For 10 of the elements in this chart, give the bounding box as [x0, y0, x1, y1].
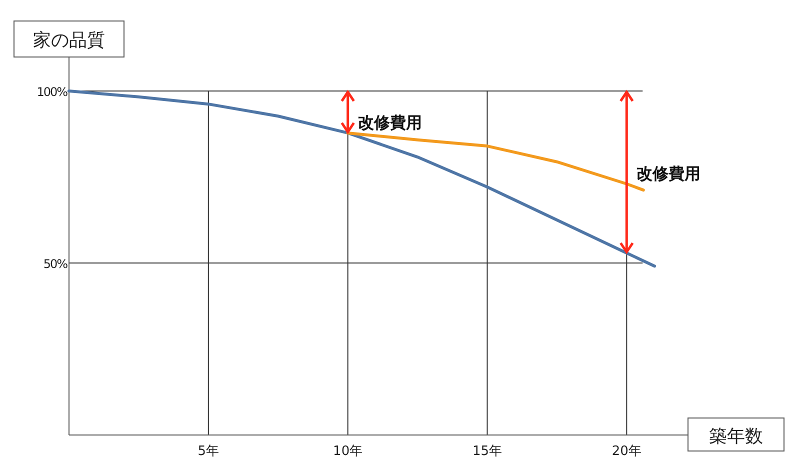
y-tick-label: 50%	[43, 257, 68, 271]
y-axis-title: 家の品質	[33, 30, 105, 51]
x-axis-title: 築年数	[709, 426, 763, 447]
annotation: 改修費用	[358, 112, 422, 132]
x-tick-label: 10年	[333, 444, 363, 459]
annotation: 改修費用	[636, 164, 701, 183]
x-tick-label: 15年	[472, 444, 502, 459]
x-tick-label: 20年	[612, 444, 642, 459]
x-tick-label: 5年	[198, 444, 220, 459]
y-tick-label: 100%	[36, 85, 68, 99]
